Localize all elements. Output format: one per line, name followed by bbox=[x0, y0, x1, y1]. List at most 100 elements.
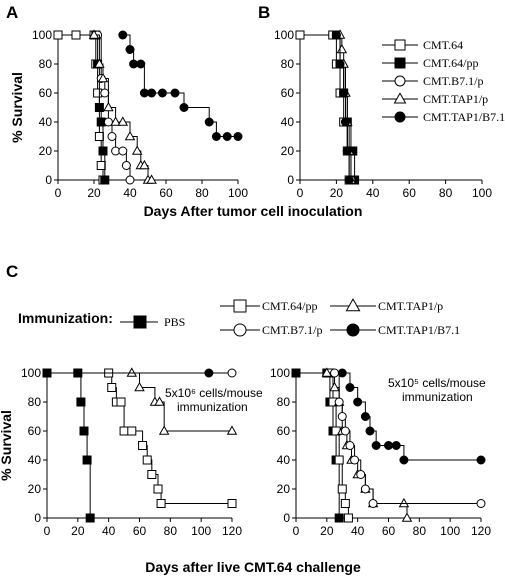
x-tick-label: 60 bbox=[133, 524, 147, 538]
y-tick-label: 40 bbox=[39, 115, 53, 129]
data-point bbox=[350, 455, 360, 465]
legend-marker bbox=[233, 323, 247, 337]
x-tick-label: 100 bbox=[228, 186, 248, 200]
data-point bbox=[116, 397, 126, 407]
legend-marker bbox=[393, 92, 407, 104]
data-point bbox=[103, 117, 113, 127]
data-point bbox=[340, 499, 350, 508]
legend-label: CMT.B7.1/p bbox=[262, 323, 322, 337]
legend-label: CMT.64/pp bbox=[423, 56, 478, 70]
plot-c-right: 0 20 40 60 80 100 0 20 40 60 80 100 120 bbox=[270, 366, 491, 538]
y-tick-label: 0 bbox=[287, 173, 294, 187]
bottom-legend-item-cmt-b7-1-p: CMT.B7.1/p bbox=[220, 323, 322, 337]
series-pbs bbox=[291, 368, 344, 523]
data-point bbox=[330, 368, 340, 378]
data-point bbox=[71, 30, 81, 40]
data-point bbox=[125, 45, 135, 54]
data-point bbox=[98, 146, 108, 156]
top-legend-item-cmt-tap1-b7-1: CMT.TAP1/B7.1 bbox=[382, 110, 505, 124]
data-point bbox=[398, 497, 410, 508]
y-tick-label: 60 bbox=[277, 424, 291, 438]
x-tick-label: 20 bbox=[330, 186, 344, 200]
data-point bbox=[227, 368, 237, 378]
data-point bbox=[342, 146, 352, 156]
c-left-annotation-line2: immunization bbox=[177, 400, 248, 414]
y-tick-label: 60 bbox=[28, 424, 42, 438]
data-point bbox=[343, 513, 353, 523]
data-point bbox=[125, 175, 135, 185]
top-legend-item-cmt-tap1-p: CMT.TAP1/p bbox=[382, 92, 488, 106]
legend-label: PBS bbox=[164, 315, 185, 329]
bottom-x-axis-title: Days after live CMT.64 challenge bbox=[145, 559, 361, 575]
data-point bbox=[401, 512, 413, 522]
x-tick-label: 100 bbox=[440, 524, 460, 538]
c-right-annotation-line2: immunization bbox=[402, 390, 473, 404]
panel-label-a: A bbox=[6, 3, 18, 22]
data-point bbox=[147, 470, 157, 479]
data-point bbox=[335, 59, 345, 69]
y-tick-label: 100 bbox=[274, 28, 294, 42]
data-point bbox=[103, 101, 114, 112]
data-point bbox=[337, 484, 347, 494]
y-tick-label: 100 bbox=[21, 366, 41, 380]
x-tick-label: 20 bbox=[71, 524, 85, 538]
data-point bbox=[158, 425, 170, 435]
x-tick-label: 20 bbox=[87, 186, 101, 200]
data-point bbox=[121, 161, 131, 170]
data-point bbox=[179, 103, 189, 112]
legend-label: CMT.TAP1/p bbox=[378, 299, 443, 313]
c-left-annotation-line1: 5x10⁶ cells/mouse bbox=[165, 386, 263, 400]
data-point bbox=[204, 117, 214, 127]
data-point bbox=[110, 116, 121, 126]
y-tick-label: 40 bbox=[28, 453, 42, 467]
data-point bbox=[340, 426, 350, 436]
plot-b: 0 20 40 60 80 100 0 20 40 60 80 100 bbox=[274, 28, 492, 200]
data-point bbox=[118, 146, 128, 156]
data-point bbox=[211, 132, 221, 141]
data-point bbox=[295, 30, 305, 40]
legend-label: CMT.TAP1/p bbox=[423, 92, 488, 106]
bottom-legend-item-pbs: PBS bbox=[120, 315, 185, 329]
legend-label: CMT.B7.1/p bbox=[423, 74, 483, 88]
data-point bbox=[131, 145, 143, 155]
data-point bbox=[360, 484, 370, 494]
data-point bbox=[94, 103, 104, 112]
data-point bbox=[42, 368, 52, 378]
y-tick-label: 20 bbox=[28, 482, 42, 496]
x-tick-label: 80 bbox=[164, 524, 178, 538]
legend-marker bbox=[394, 75, 406, 87]
x-tick-label: 60 bbox=[403, 186, 417, 200]
legend-marker bbox=[345, 298, 361, 312]
plots-layer: 0 20 40 60 80 100 0 20 40 60 80 100 % Survival 0 20 40 6… bbox=[0, 28, 492, 538]
data-point bbox=[138, 441, 148, 450]
series-cmt-tap1-b7-1 bbox=[331, 30, 354, 185]
y-tick-label: 0 bbox=[283, 511, 290, 525]
x-tick-label: 100 bbox=[191, 524, 211, 538]
data-point bbox=[337, 368, 347, 378]
data-point bbox=[124, 130, 136, 141]
data-point bbox=[156, 499, 166, 508]
y-tick-label: 80 bbox=[277, 395, 291, 409]
data-point bbox=[345, 383, 355, 392]
data-point bbox=[85, 513, 95, 523]
data-point bbox=[139, 159, 150, 170]
data-point bbox=[147, 88, 157, 98]
data-point bbox=[170, 88, 180, 98]
data-point bbox=[118, 30, 128, 40]
series-line bbox=[47, 372, 91, 518]
bottom-legend-item-cmt-tap1-p: CMT.TAP1/p bbox=[330, 298, 443, 313]
y-tick-label: 80 bbox=[39, 57, 53, 71]
data-point bbox=[53, 30, 63, 40]
data-point bbox=[331, 30, 341, 40]
x-tick-label: 80 bbox=[439, 186, 453, 200]
data-point bbox=[127, 426, 137, 436]
legend-label: CMT.TAP1/B7.1 bbox=[378, 323, 460, 337]
series-cmt-64 bbox=[295, 30, 356, 185]
data-point bbox=[339, 88, 349, 98]
data-point bbox=[107, 132, 117, 141]
data-point bbox=[334, 513, 344, 523]
y-axis-title: % Survival bbox=[9, 72, 25, 143]
data-point bbox=[368, 499, 378, 508]
data-point bbox=[353, 397, 363, 407]
data-point bbox=[204, 368, 214, 378]
